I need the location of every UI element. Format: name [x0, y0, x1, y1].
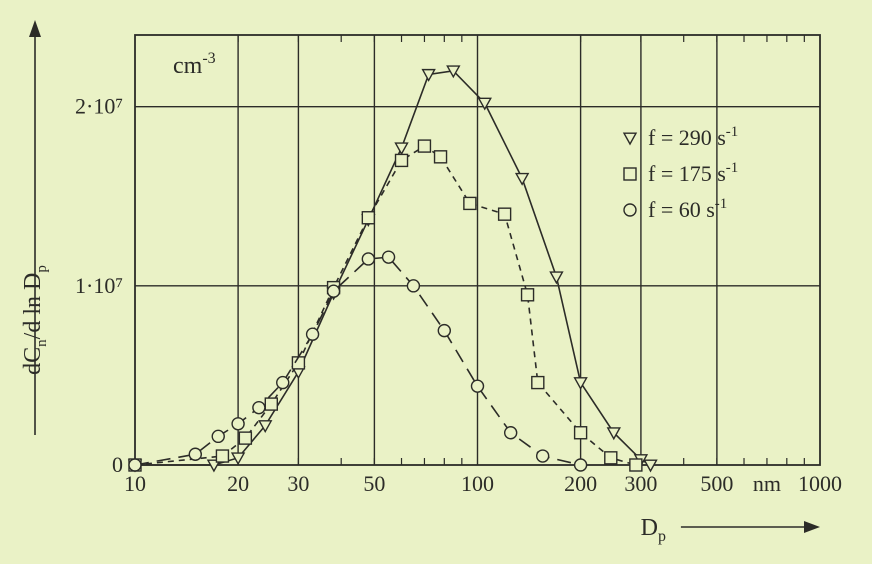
- chart-container: 10203050100200300500100001·10⁷2·10⁷cm-3n…: [0, 0, 872, 564]
- svg-text:nm: nm: [753, 471, 781, 496]
- svg-text:20: 20: [227, 471, 249, 496]
- svg-text:1·10⁷: 1·10⁷: [75, 273, 123, 298]
- line-chart: 10203050100200300500100001·10⁷2·10⁷cm-3n…: [0, 0, 872, 564]
- svg-text:50: 50: [363, 471, 385, 496]
- svg-text:f = 290 s-1: f = 290 s-1: [648, 124, 738, 150]
- svg-text:1000: 1000: [798, 471, 842, 496]
- svg-text:0: 0: [112, 452, 123, 477]
- svg-text:2·10⁷: 2·10⁷: [75, 94, 123, 119]
- svg-text:300: 300: [624, 471, 657, 496]
- svg-text:30: 30: [287, 471, 309, 496]
- svg-text:200: 200: [564, 471, 597, 496]
- svg-text:dCn/d ln Dp: dCn/d ln Dp: [20, 265, 50, 375]
- svg-text:100: 100: [461, 471, 494, 496]
- svg-text:f = 175 s-1: f = 175 s-1: [648, 160, 738, 186]
- svg-text:500: 500: [700, 471, 733, 496]
- svg-text:10: 10: [124, 471, 146, 496]
